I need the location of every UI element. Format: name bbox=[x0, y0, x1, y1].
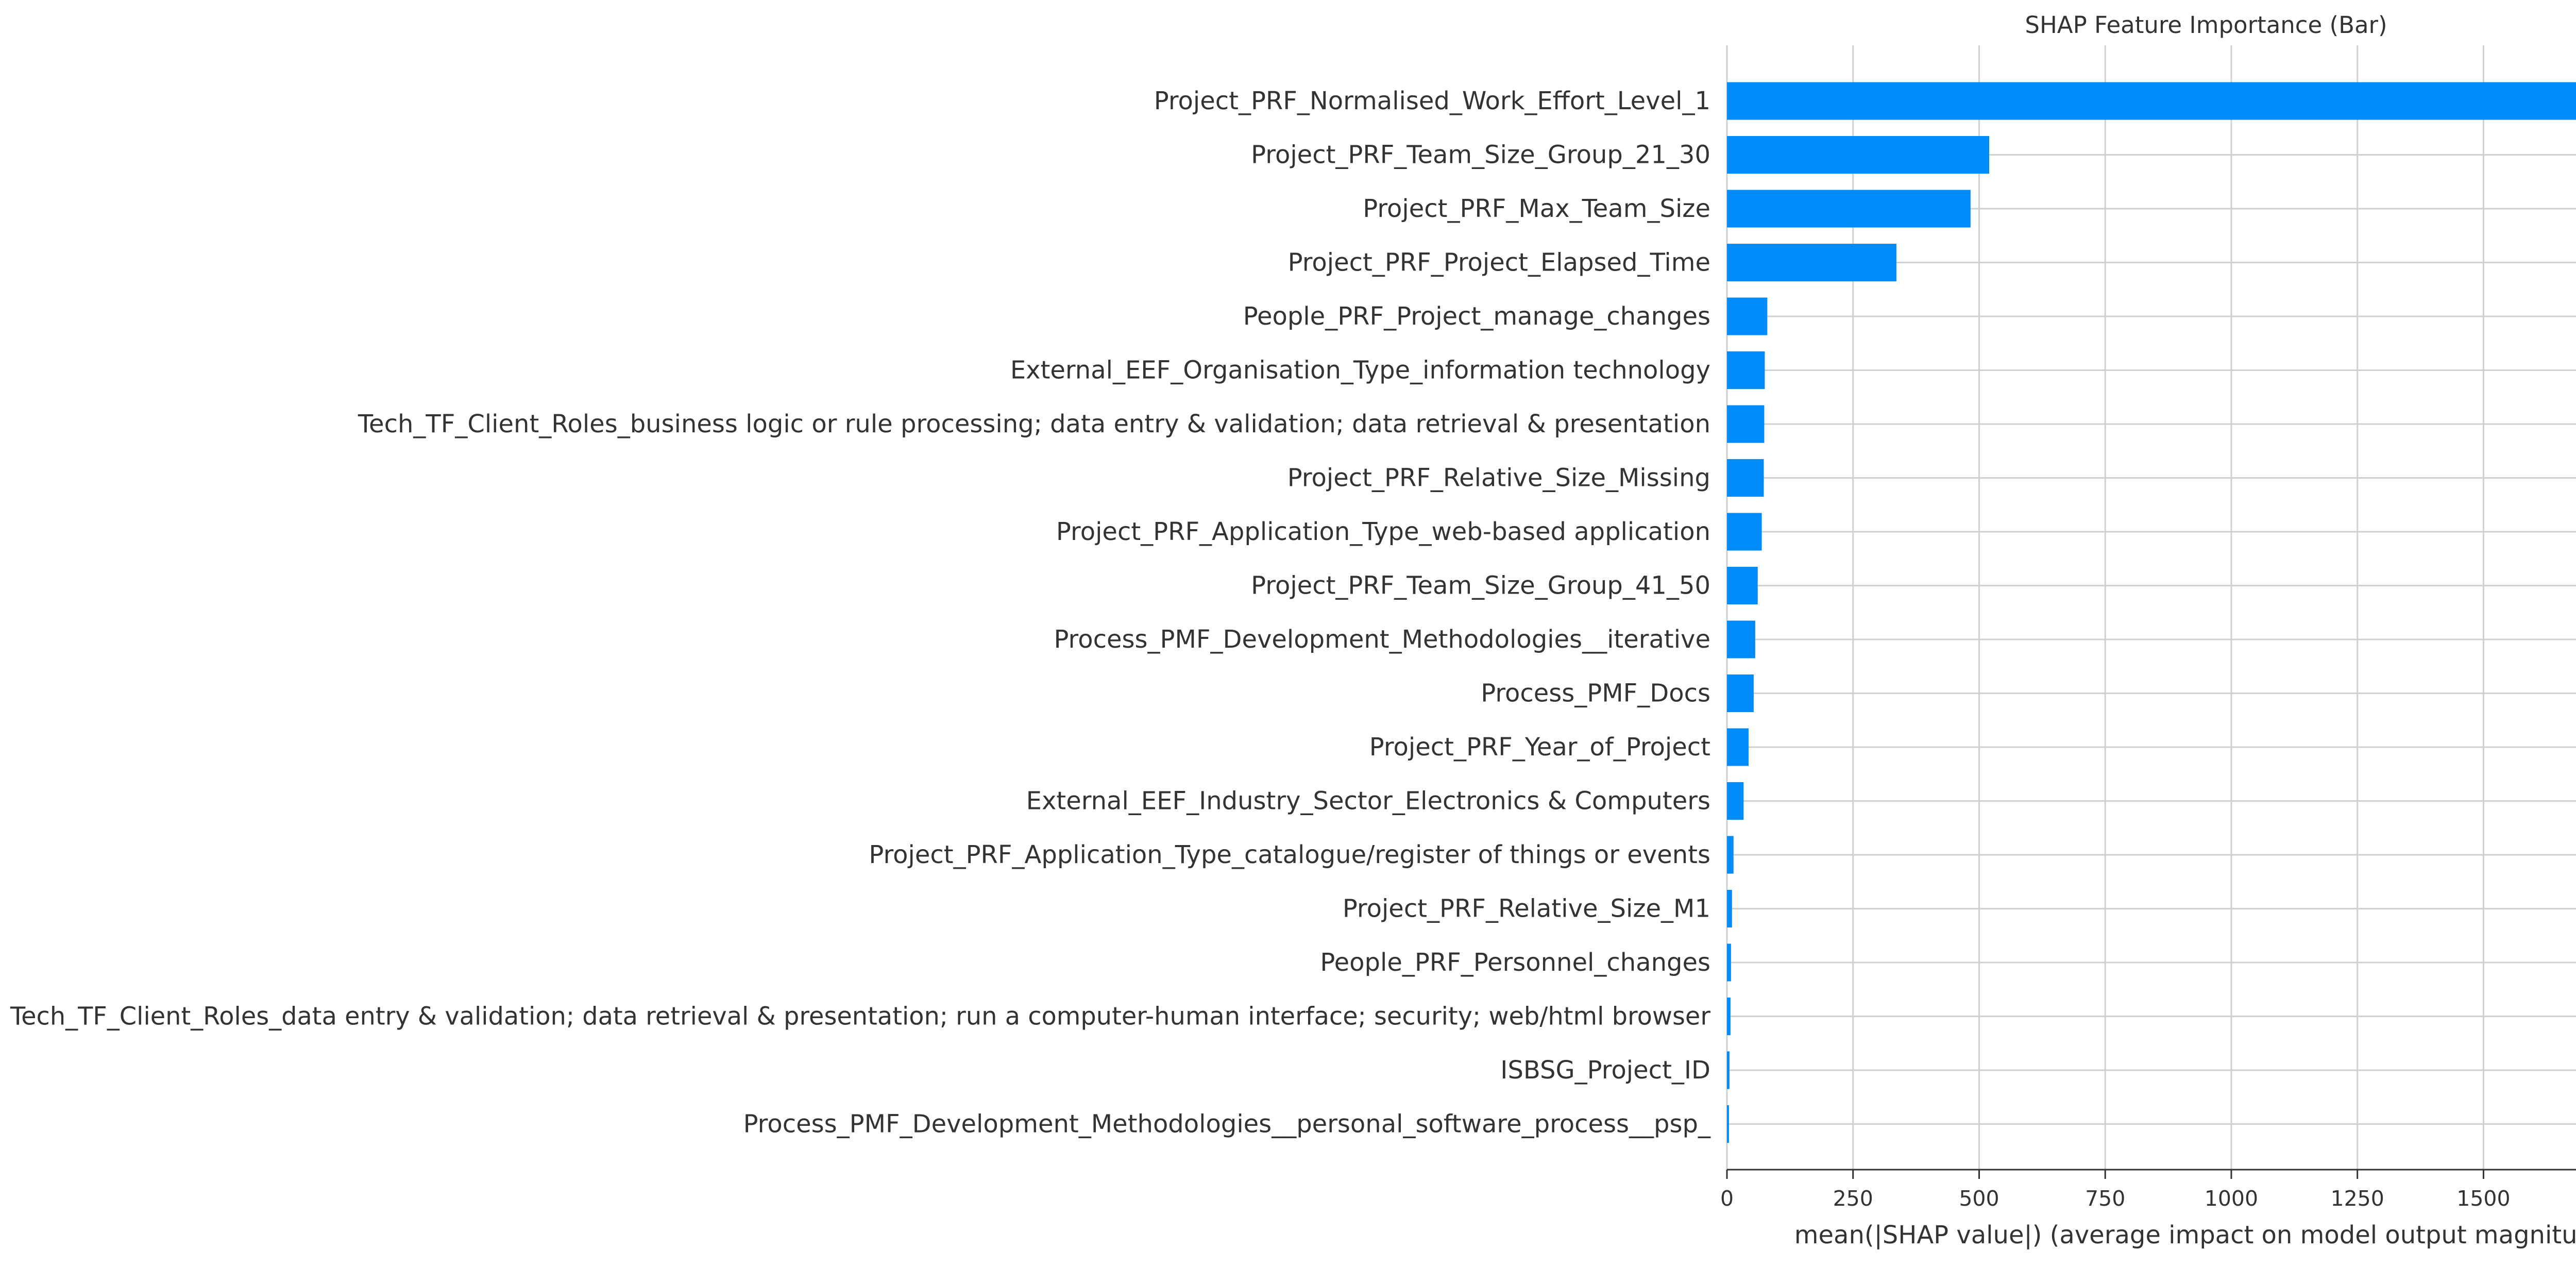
feature-label: People_PRF_Personnel_changes bbox=[1320, 948, 1710, 977]
feature-label: Process_PMF_Development_Methodologies__i… bbox=[1054, 625, 1710, 654]
bar bbox=[1727, 405, 1765, 443]
feature-label: Tech_TF_Client_Roles_data entry & valida… bbox=[10, 1002, 1710, 1031]
x-tick-label: 0 bbox=[1720, 1186, 1734, 1211]
feature-label: Project_PRF_Application_Type_web-based a… bbox=[1056, 517, 1710, 546]
bar bbox=[1727, 82, 2576, 120]
feature-label: Process_PMF_Development_Methodologies__p… bbox=[743, 1110, 1711, 1139]
feature-label: Project_PRF_Team_Size_Group_21_30 bbox=[1251, 141, 1710, 170]
bar bbox=[1727, 244, 1896, 281]
bar bbox=[1727, 1051, 1730, 1089]
feature-label: Project_PRF_Project_Elapsed_Time bbox=[1288, 248, 1710, 277]
bar bbox=[1727, 620, 1755, 659]
bar bbox=[1727, 190, 1971, 228]
feature-label: Tech_TF_Client_Roles_business logic or r… bbox=[358, 410, 1710, 438]
feature-label: Project_PRF_Year_of_Project bbox=[1369, 733, 1710, 762]
feature-label: People_PRF_Project_manage_changes bbox=[1243, 302, 1710, 331]
x-tick-label: 500 bbox=[1959, 1186, 1999, 1211]
feature-label: External_EEF_Organisation_Type_informati… bbox=[1010, 356, 1710, 385]
bar bbox=[1727, 136, 1990, 174]
feature-label: Process_PMF_Docs bbox=[1481, 679, 1710, 708]
feature-label: Project_PRF_Relative_Size_Missing bbox=[1287, 464, 1710, 493]
bar bbox=[1727, 998, 1731, 1035]
bar bbox=[1727, 836, 1734, 874]
x-tick-label: 1250 bbox=[2331, 1186, 2384, 1211]
bar bbox=[1727, 674, 1754, 712]
x-tick-label: 1500 bbox=[2456, 1186, 2510, 1211]
x-tick-label: 250 bbox=[1833, 1186, 1873, 1211]
feature-label: Project_PRF_Max_Team_Size bbox=[1363, 194, 1710, 223]
x-tick-label: 750 bbox=[2085, 1186, 2125, 1211]
feature-label: ISBSG_Project_ID bbox=[1500, 1056, 1710, 1085]
feature-label: External_EEF_Industry_Sector_Electronics… bbox=[1026, 787, 1710, 816]
bar bbox=[1727, 943, 1731, 982]
feature-label: Project_PRF_Relative_Size_M1 bbox=[1343, 894, 1710, 923]
bar bbox=[1727, 351, 1765, 389]
bar bbox=[1727, 1105, 1729, 1143]
x-tick-label: 1000 bbox=[2205, 1186, 2258, 1211]
bar bbox=[1727, 567, 1758, 604]
bars-group bbox=[1727, 82, 2576, 1143]
feature-label: Project_PRF_Team_Size_Group_41_50 bbox=[1251, 571, 1710, 600]
x-axis-label: mean(|SHAP value|) (average impact on mo… bbox=[1794, 1221, 2576, 1250]
feature-label: Project_PRF_Normalised_Work_Effort_Level… bbox=[1154, 87, 1710, 115]
bar bbox=[1727, 297, 1768, 335]
bar bbox=[1727, 782, 1744, 820]
bar bbox=[1727, 728, 1749, 766]
bar bbox=[1727, 459, 1764, 497]
bar bbox=[1727, 513, 1762, 551]
feature-labels-group: Project_PRF_Normalised_Work_Effort_Level… bbox=[10, 87, 1711, 1139]
chart-title: SHAP Feature Importance (Bar) bbox=[2025, 11, 2387, 39]
x-ticks-group: 02505007501000125015001750 bbox=[1720, 1170, 2511, 1211]
bar bbox=[1727, 890, 1732, 927]
feature-label: Project_PRF_Application_Type_catalogue/r… bbox=[869, 840, 1710, 869]
